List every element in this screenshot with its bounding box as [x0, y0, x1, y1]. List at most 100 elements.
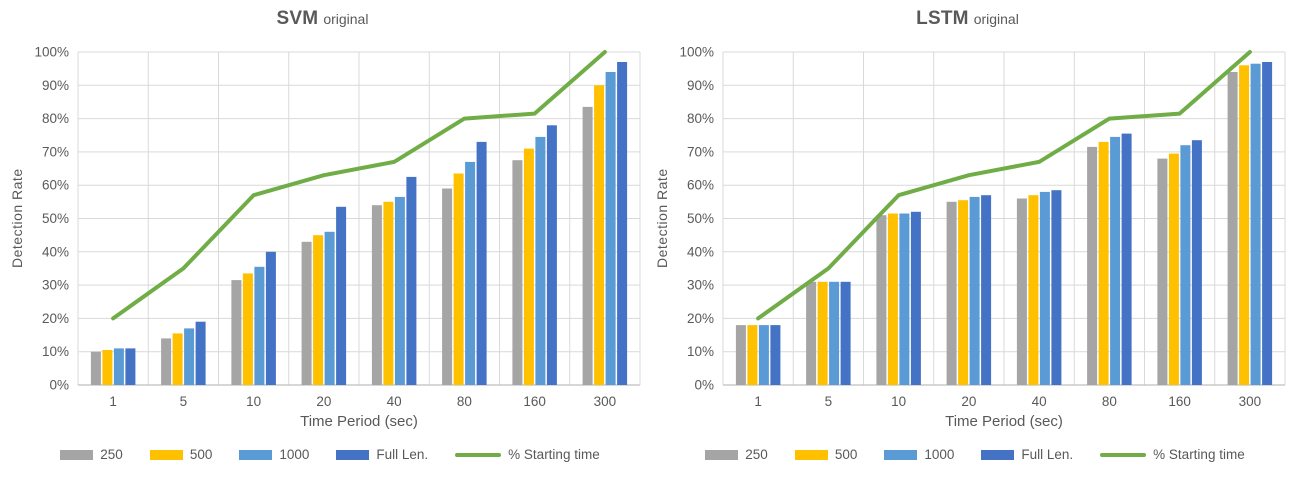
y-tick-label: 0%	[49, 378, 69, 393]
svm-x-axis-title: Time Period (sec)	[300, 413, 418, 430]
bar-250-cat-20	[301, 241, 312, 385]
bar-1000-cat-5	[829, 281, 840, 385]
bar-500-cat-1	[747, 325, 758, 385]
legend-item-full-len-: Full Len.	[981, 447, 1073, 462]
x-tick-label: 1	[754, 394, 762, 409]
x-tick-label: 160	[1168, 394, 1191, 409]
y-tick-label: 90%	[687, 78, 714, 93]
legend-color-swatch	[336, 449, 370, 460]
bar-1000-cat-80	[465, 161, 476, 385]
y-tick-label: 20%	[687, 311, 714, 326]
x-tick-label: 160	[523, 394, 546, 409]
legend-item-250: 250	[60, 447, 123, 462]
bar-1000-cat-20	[324, 231, 335, 385]
legend-item--starting-time: % Starting time	[1100, 447, 1245, 462]
bar-1000-cat-160	[535, 136, 546, 385]
bar-500-cat-300	[594, 85, 605, 386]
bar-Full Len.-cat-160	[1191, 140, 1202, 385]
x-tick-label: 5	[825, 394, 833, 409]
legend-label: 1000	[279, 447, 310, 462]
y-tick-label: 60%	[42, 178, 69, 193]
legend-label: 250	[745, 447, 768, 462]
line-% Starting time	[111, 50, 607, 321]
bar-500-cat-160	[523, 148, 534, 385]
legend-label: 500	[834, 447, 858, 462]
lstm-plot-area: 1 5 10 20 40 80 160 300 0% 10% 20% 30% 40% 50% 60% 70% 8…	[679, 45, 1286, 409]
y-tick-label: 80%	[687, 111, 714, 126]
y-tick-label: 80%	[42, 111, 69, 126]
bar-500-cat-5	[172, 333, 183, 385]
y-tick-label: 40%	[687, 244, 714, 259]
legend-item--starting-time: % Starting time	[455, 447, 600, 462]
legend-item-500: 500	[794, 447, 858, 462]
y-tick-label: 0%	[694, 378, 714, 393]
y-tick-label: 50%	[687, 211, 714, 226]
bar-Full Len.-cat-1	[770, 325, 781, 385]
bar-Full Len.-cat-40	[1051, 190, 1062, 385]
lstm-x-axis-title: Time Period (sec)	[945, 413, 1063, 430]
bar-250-cat-10	[231, 280, 242, 385]
legend-color-swatch	[981, 449, 1015, 460]
svm-plot-area: 1 5 10 20 40 80 160 300 0% 10% 20% 30% 40% 50% 60% 70% 8…	[34, 45, 641, 409]
bar-1000-cat-300	[605, 72, 616, 385]
y-tick-label: 90%	[42, 78, 69, 93]
bar-250-cat-40	[371, 205, 382, 385]
legend-label: Full Len.	[376, 447, 429, 462]
y-tick-label: 30%	[42, 278, 69, 293]
x-tick-label: 300	[1239, 394, 1262, 409]
bar-500-cat-80	[453, 173, 464, 385]
svm-title-sub: original	[323, 11, 369, 27]
svm-chart-panel: SVM original Detection Rate 1 5 10 20 40 80 160…	[9, 8, 641, 462]
bar-1000-cat-20	[969, 196, 980, 385]
legend-color-swatch	[794, 449, 828, 460]
x-tick-label: 80	[1102, 394, 1117, 409]
y-tick-label: 70%	[42, 144, 69, 159]
bar-1000-cat-1	[113, 348, 124, 385]
legend-color-swatch	[705, 449, 739, 460]
bar-Full Len.-cat-20	[336, 206, 347, 385]
bar-1000-cat-1	[758, 325, 769, 385]
x-tick-label: 20	[316, 394, 331, 409]
bar-250-cat-300	[1227, 72, 1238, 385]
bar-500-cat-10	[242, 273, 253, 385]
bar-Full Len.-cat-20	[981, 195, 992, 385]
line-% Starting time	[756, 50, 1252, 321]
bar-500-cat-20	[958, 200, 969, 385]
bar-500-cat-160	[1168, 153, 1179, 385]
bar-Full Len.-cat-40	[406, 176, 417, 385]
bar-Full Len.-cat-5	[840, 281, 851, 385]
y-tick-label: 100%	[679, 45, 714, 60]
bar-Full Len.-cat-10	[910, 211, 921, 385]
bar-250-cat-1	[90, 351, 101, 385]
legend-label: 1000	[924, 447, 955, 462]
bar-1000-cat-10	[899, 213, 910, 385]
bar-250-cat-10	[876, 215, 887, 385]
bar-Full Len.-cat-300	[617, 62, 628, 385]
x-tick-label: 5	[180, 394, 188, 409]
svm-legend: 250 500 1000 Full Len. % Starting time	[40, 447, 620, 462]
legend-item-1000: 1000	[239, 447, 309, 462]
bar-500-cat-300	[1239, 65, 1250, 386]
bar-250-cat-160	[512, 160, 523, 385]
bar-1000-cat-300	[1250, 63, 1261, 385]
x-tick-label: 10	[246, 394, 261, 409]
bar-1000-cat-160	[1180, 145, 1191, 385]
bar-500-cat-5	[817, 281, 828, 385]
x-tick-label: 80	[457, 394, 472, 409]
bar-500-cat-80	[1098, 141, 1109, 385]
bar-Full Len.-cat-160	[546, 125, 557, 386]
legend-line-swatch	[455, 452, 502, 457]
bar-500-cat-10	[887, 213, 898, 385]
bar-1000-cat-5	[184, 328, 195, 385]
bar-500-cat-1	[102, 350, 113, 385]
x-tick-label: 1	[109, 394, 117, 409]
y-tick-label: 10%	[42, 344, 69, 359]
legend-label: % Starting time	[1153, 447, 1245, 462]
legend-item-250: 250	[705, 447, 768, 462]
bar-Full Len.-cat-1	[125, 348, 136, 385]
x-tick-label: 40	[1032, 394, 1047, 409]
legend-item-500: 500	[149, 447, 212, 462]
bar-250-cat-5	[806, 281, 817, 385]
x-tick-label: 10	[891, 394, 906, 409]
bar-500-cat-20	[313, 235, 324, 385]
